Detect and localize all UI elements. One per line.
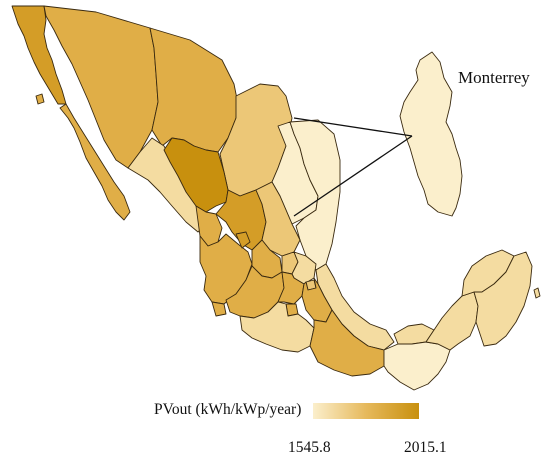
inset-nuevo-leon-shape: [399, 51, 463, 217]
legend-gradient-bar: [313, 403, 419, 419]
state-cozumel-island: [533, 287, 541, 299]
legend-title: PVout (kWh/kWp/year): [154, 401, 301, 418]
state-colima: [211, 301, 227, 317]
state-baja-california: [11, 5, 67, 105]
state-durango: [163, 137, 229, 213]
state-chihuahua: [149, 27, 239, 153]
inset-connector-top: [293, 117, 413, 137]
state-aguascalientes: [235, 231, 251, 249]
state-campeche: [425, 291, 479, 351]
state-puebla: [301, 277, 333, 323]
state-baja-california-sur: [59, 103, 131, 221]
state-chiapas: [383, 341, 451, 391]
inset-connector-bottom: [293, 135, 413, 217]
legend-max-label: 2015.1: [404, 439, 447, 456]
state-guerrero: [239, 301, 315, 353]
inset-label: Monterrey: [458, 68, 530, 87]
legend-min-label: 1545.8: [288, 439, 331, 456]
state-tamaulipas: [289, 119, 341, 271]
state-estado-de-mexico: [277, 271, 305, 305]
state-baja-island-small: [35, 93, 45, 105]
state-quintana-roo: [473, 251, 533, 347]
